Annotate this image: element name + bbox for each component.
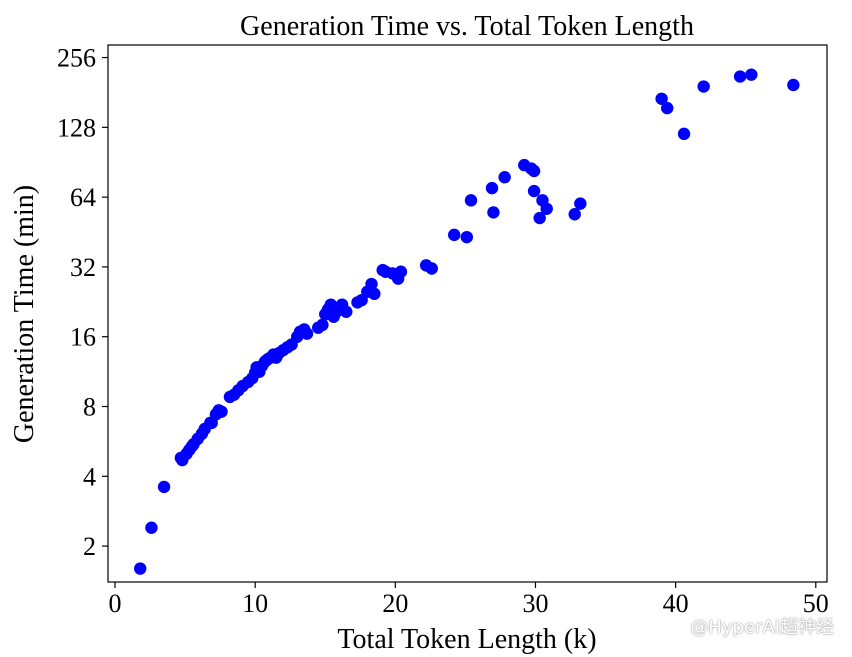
data-point — [787, 78, 800, 92]
data-point — [316, 318, 329, 332]
y-tick-label: 128 — [57, 113, 96, 142]
x-tick-label: 0 — [109, 589, 122, 618]
data-point — [574, 197, 587, 210]
data-point — [745, 68, 758, 81]
data-point — [134, 562, 147, 575]
chart-title: Generation Time vs. Total Token Length — [240, 11, 694, 42]
data-point — [460, 230, 473, 244]
data-points — [134, 68, 800, 575]
x-axis-label: Total Token Length (k) — [337, 624, 596, 655]
watermark: @HyperAI超神经 — [690, 617, 834, 638]
data-point — [527, 184, 541, 198]
data-point — [157, 480, 171, 494]
data-point — [340, 305, 353, 318]
y-tick-label: 4 — [83, 462, 96, 491]
data-point — [485, 181, 499, 195]
data-point — [447, 228, 461, 242]
data-point — [498, 171, 511, 184]
data-point — [394, 265, 408, 278]
data-point — [425, 262, 438, 275]
data-point — [677, 127, 691, 141]
data-point — [568, 208, 581, 221]
y-tick-label: 16 — [70, 323, 96, 352]
data-point — [300, 327, 314, 340]
y-tick-label: 2 — [83, 532, 96, 561]
axis-ticks: 0 10 20 30 40 50 2 4 8 16 32 64 128 256 — [57, 44, 829, 618]
y-axis-label: Generation Time (min) — [9, 185, 40, 443]
data-point — [464, 194, 478, 207]
x-tick-label: 40 — [663, 589, 689, 618]
data-point — [533, 211, 546, 225]
data-point — [368, 287, 381, 301]
data-point — [487, 206, 500, 219]
y-tick-label: 32 — [70, 253, 96, 282]
data-point — [661, 101, 674, 115]
x-tick-label: 20 — [382, 589, 408, 618]
x-tick-label: 30 — [522, 589, 548, 618]
data-point — [655, 92, 668, 105]
data-point — [215, 405, 228, 418]
data-point — [527, 164, 541, 178]
data-point — [365, 277, 378, 291]
y-tick-label: 64 — [70, 183, 96, 212]
data-point — [540, 202, 553, 215]
data-point — [733, 70, 747, 83]
data-point — [145, 521, 158, 534]
plot-frame — [107, 44, 828, 583]
x-tick-label: 50 — [803, 589, 829, 618]
data-point — [697, 80, 710, 93]
y-tick-label: 8 — [83, 393, 96, 422]
x-tick-label: 10 — [242, 589, 268, 618]
y-tick-label: 256 — [57, 44, 96, 73]
